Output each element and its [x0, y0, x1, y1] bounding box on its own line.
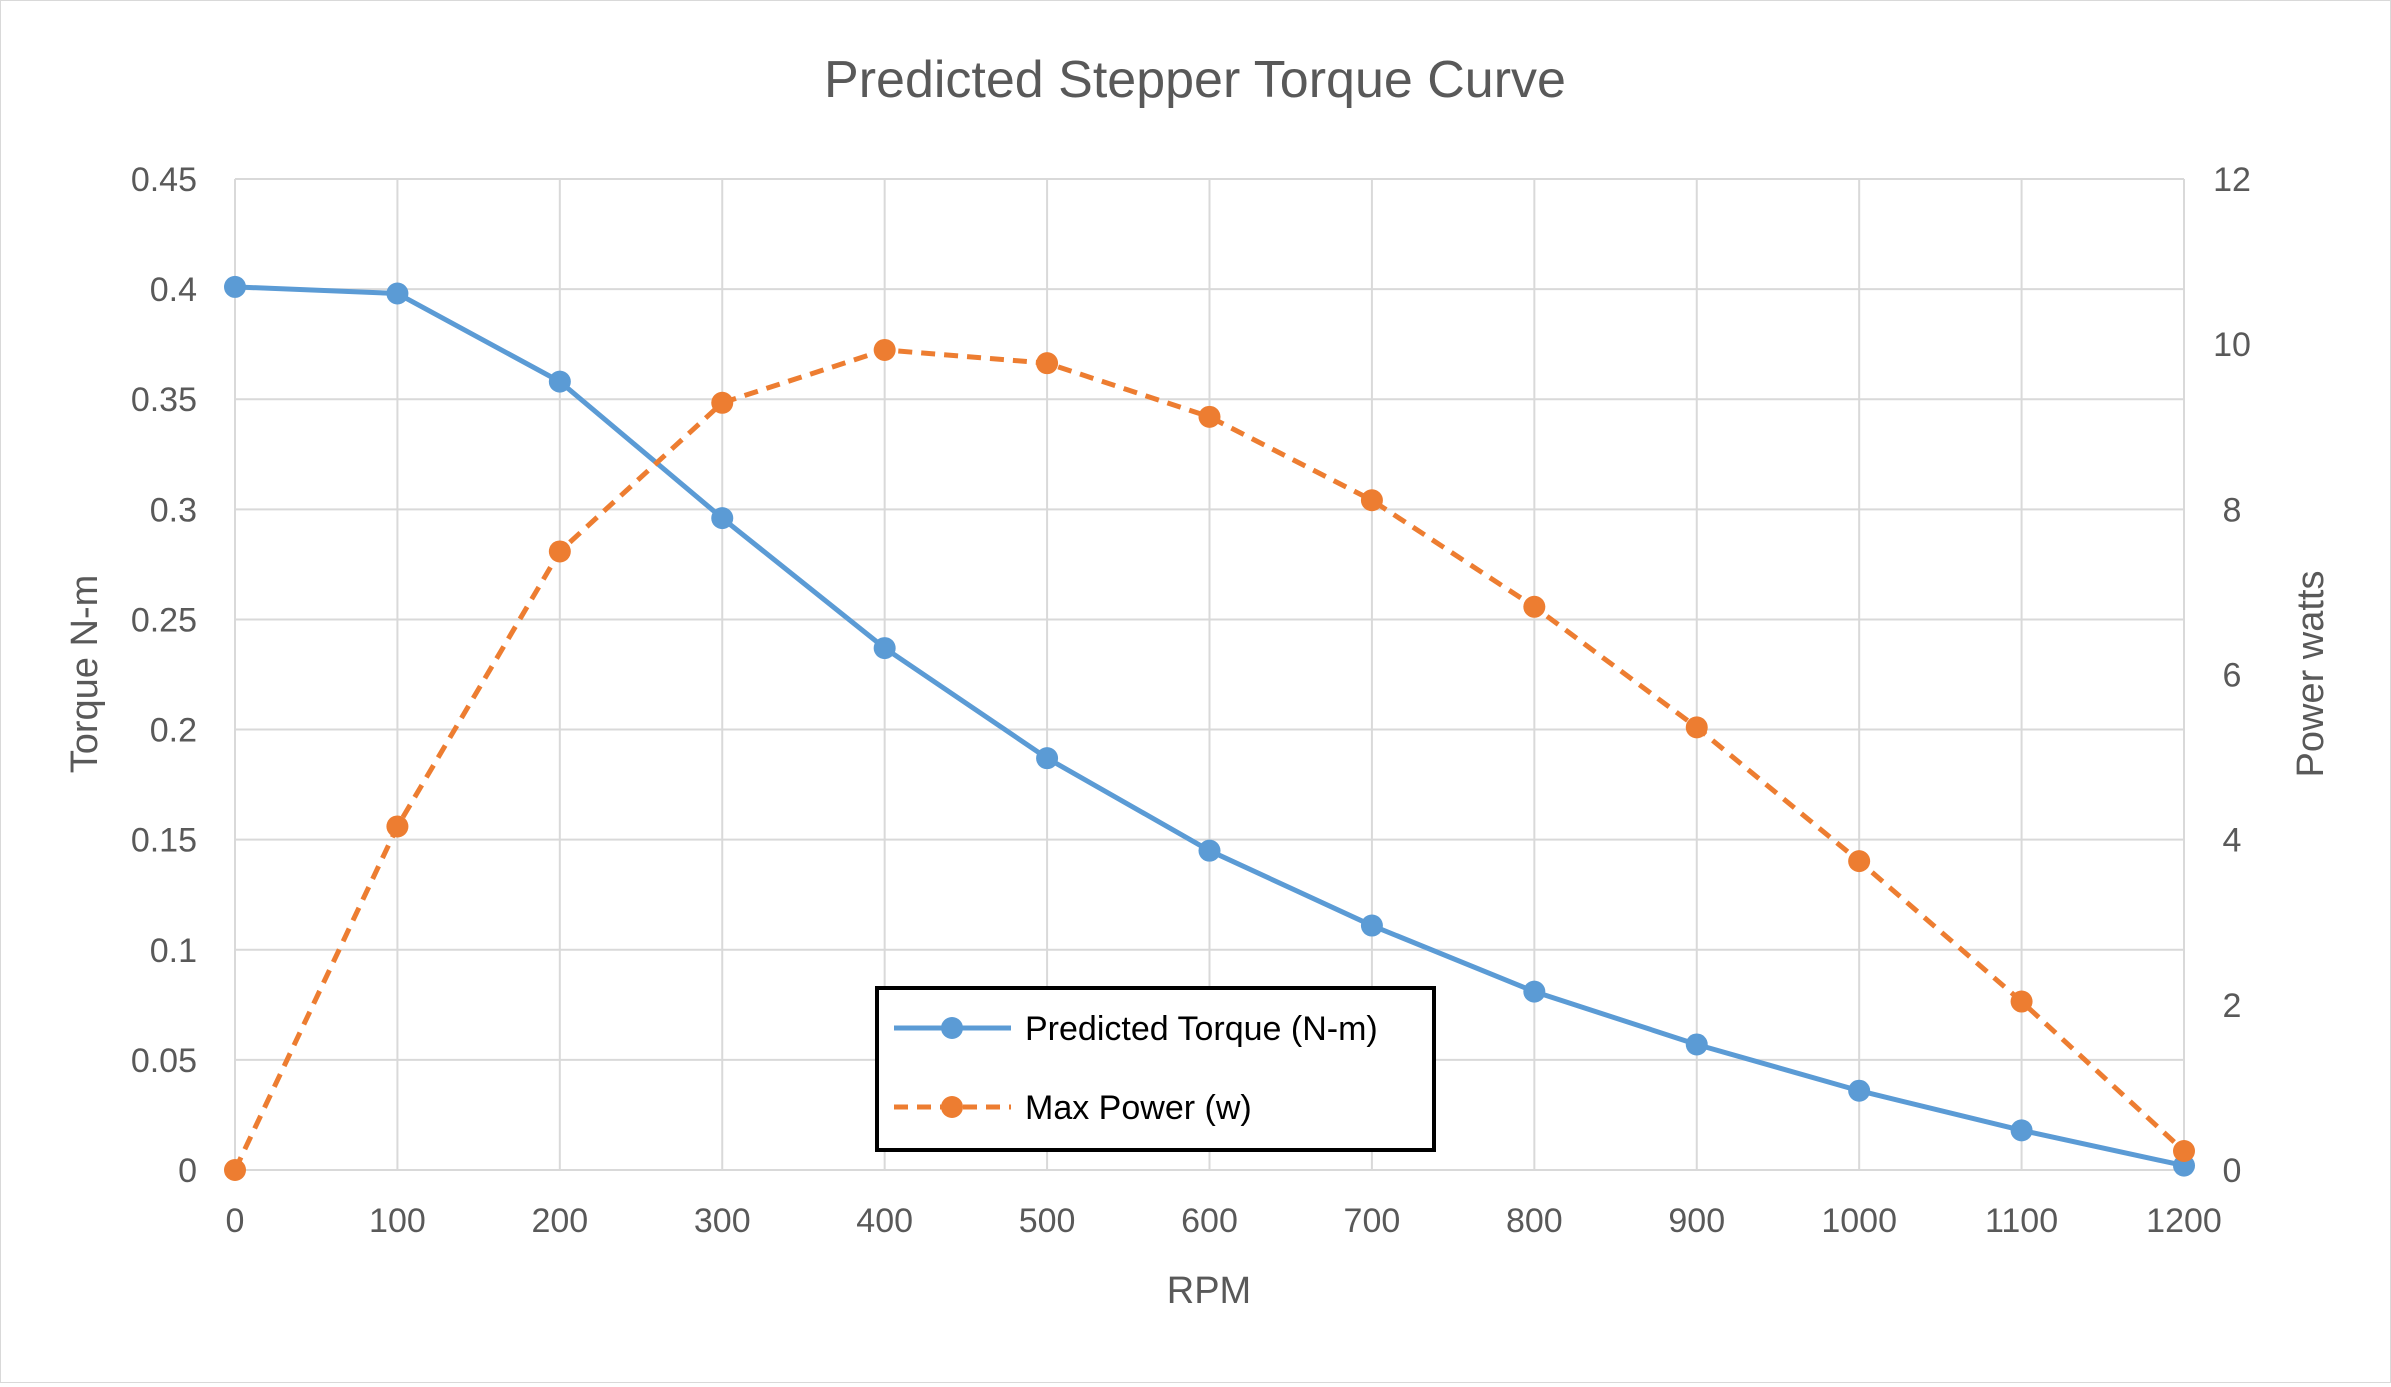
y-tick-label: 0 — [178, 1152, 197, 1190]
data-point — [711, 507, 734, 530]
x-tick-label: 0 — [226, 1202, 245, 1240]
x-tick-label: 1000 — [1821, 1202, 1897, 1240]
data-point — [1685, 1033, 1708, 1056]
y-tick-label: 0.2 — [150, 712, 197, 750]
data-point — [224, 1159, 246, 1181]
y2-axis-ticks: 0 2 4 6 8 10 12 — [2213, 161, 2251, 1190]
data-point — [1848, 850, 1871, 873]
series-power — [224, 338, 2195, 1181]
y-tick-label: 0.15 — [131, 822, 197, 860]
data-point — [873, 637, 896, 660]
data-point — [711, 391, 734, 414]
data-point — [1036, 352, 1059, 375]
data-point — [2010, 990, 2033, 1013]
x-tick-label: 500 — [1019, 1202, 1076, 1240]
y2-axis-title: Power watts — [2290, 571, 2332, 778]
x-tick-label: 900 — [1668, 1202, 1725, 1240]
data-point — [1198, 839, 1221, 862]
x-tick-label: 1100 — [1985, 1202, 2058, 1240]
data-point — [1360, 914, 1383, 937]
data-point — [1848, 1079, 1871, 1102]
data-point — [386, 815, 409, 838]
y2-tick-label: 6 — [2223, 657, 2242, 695]
y2-tick-label: 4 — [2223, 822, 2242, 860]
x-tick-label: 200 — [531, 1202, 588, 1240]
y-tick-label: 0.25 — [131, 601, 197, 639]
x-axis-ticks: 0 100 200 300 400 500 600 700 800 900 1000 1100 1200 — [226, 1202, 2222, 1240]
y-tick-label: 0.4 — [150, 271, 197, 309]
y2-tick-label: 8 — [2223, 491, 2242, 529]
y-tick-label: 0.45 — [131, 161, 197, 199]
y-tick-label: 0.35 — [131, 381, 197, 419]
legend-label-power: Max Power (w) — [1025, 1089, 1252, 1127]
x-tick-label: 700 — [1344, 1202, 1401, 1240]
data-point — [2010, 1119, 2033, 1142]
legend-marker-power — [941, 1096, 963, 1118]
data-point — [386, 282, 409, 305]
y-axis-ticks: 0 0.05 0.1 0.15 0.2 0.25 0.3 0.35 0.4 0.45 — [131, 161, 197, 1190]
x-tick-label: 600 — [1181, 1202, 1238, 1240]
chart-title: Predicted Stepper Torque Curve — [824, 51, 1566, 109]
legend-marker-torque — [941, 1017, 963, 1039]
y-tick-label: 0.05 — [131, 1042, 197, 1080]
y2-tick-label: 2 — [2223, 987, 2242, 1025]
legend-box — [875, 986, 1436, 1152]
x-axis-title: RPM — [1167, 1270, 1251, 1312]
x-tick-label: 800 — [1506, 1202, 1563, 1240]
data-point — [1685, 716, 1708, 739]
data-point — [1360, 489, 1383, 512]
data-point — [1198, 405, 1221, 428]
y-tick-label: 0.1 — [150, 932, 197, 970]
x-tick-label: 100 — [369, 1202, 426, 1240]
y2-tick-label: 0 — [2223, 1152, 2242, 1190]
data-point — [224, 275, 246, 298]
y2-tick-label: 10 — [2213, 326, 2251, 364]
data-point — [1523, 595, 1546, 618]
x-tick-label: 400 — [856, 1202, 913, 1240]
data-point — [1036, 747, 1059, 770]
x-tick-label: 1200 — [2146, 1202, 2222, 1240]
y2-tick-label: 12 — [2213, 161, 2251, 199]
x-tick-label: 300 — [694, 1202, 751, 1240]
legend: Predicted Torque (N-m) Max Power (w) — [875, 986, 1436, 1152]
data-point — [1523, 980, 1546, 1003]
y-tick-label: 0.3 — [150, 491, 197, 529]
data-point — [2173, 1140, 2195, 1163]
series-layer — [224, 275, 2195, 1181]
data-point — [548, 540, 571, 563]
y-axis-title: Torque N-m — [64, 575, 106, 774]
data-point — [548, 370, 571, 393]
data-point — [873, 338, 896, 361]
legend-label-torque: Predicted Torque (N-m) — [1025, 1010, 1378, 1048]
